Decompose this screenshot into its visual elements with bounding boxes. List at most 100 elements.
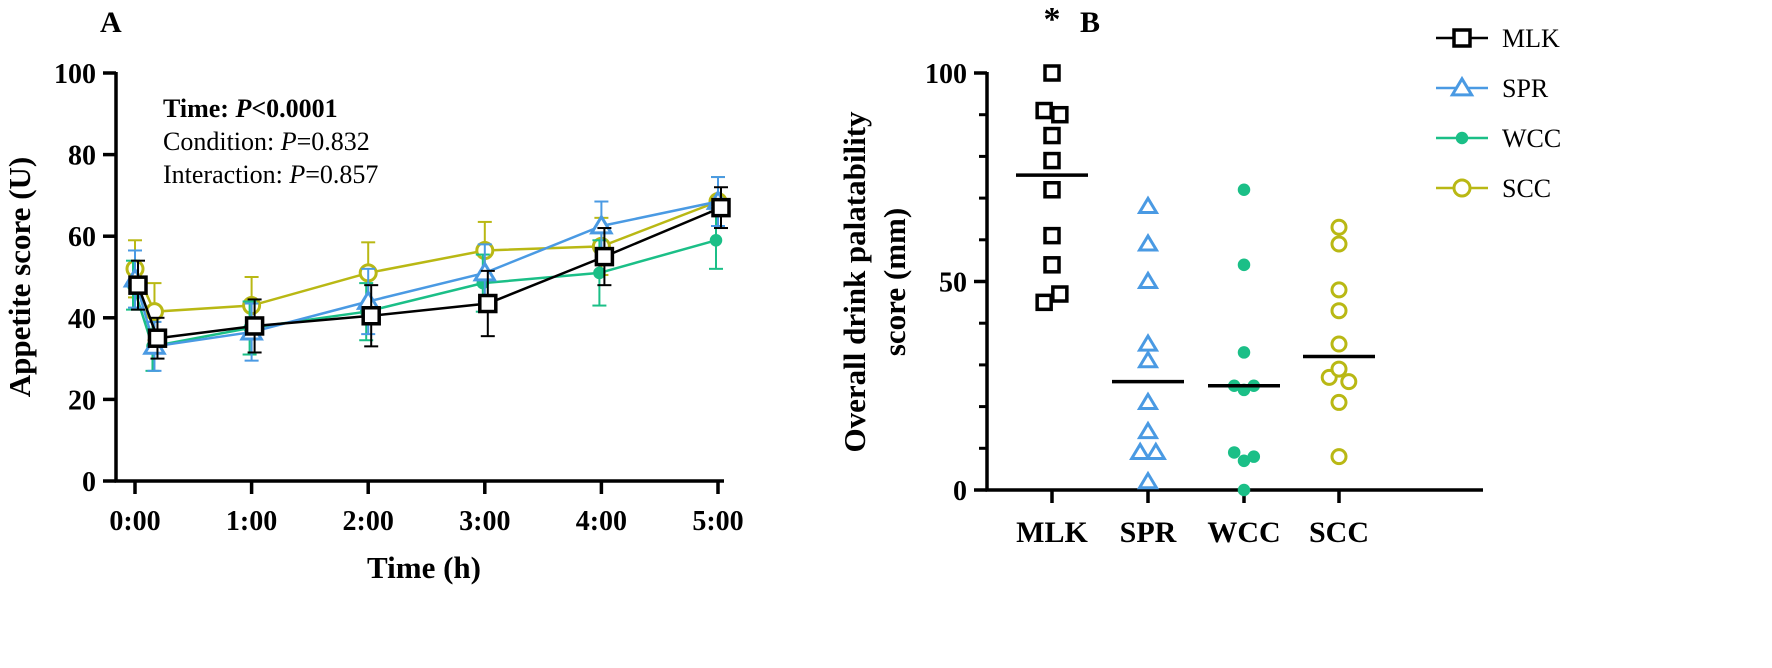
data-point-scc: [1330, 448, 1348, 466]
group-scc: [1303, 218, 1375, 466]
legend-marker-mlk: [1452, 28, 1472, 48]
data-point-wcc: [1237, 258, 1251, 272]
legend-item-spr: SPR: [1436, 74, 1549, 103]
data-point-mlk: [244, 316, 265, 336]
stats-annotation-lead: Interaction:: [163, 160, 289, 189]
stats-annotation-lead: Time:: [163, 94, 235, 123]
x-tick-label: SCC: [1309, 516, 1369, 549]
significance-star: *: [1044, 1, 1061, 38]
data-point-scc: [1330, 393, 1348, 411]
stats-annotation-lead: Condition:: [163, 127, 281, 156]
y-axis-title: Overall drink palatability: [837, 111, 872, 453]
stats-annotation-p: P: [288, 160, 305, 189]
legend-marker-scc: [1452, 178, 1472, 198]
series-line-scc: [133, 200, 719, 313]
data-point-spr: [1136, 349, 1160, 369]
stats-annotation-value: =0.832: [297, 127, 370, 156]
data-point-spr: [1136, 420, 1160, 440]
x-tick-label: 3:00: [459, 506, 510, 537]
data-point-mlk: [1043, 226, 1061, 245]
group-wcc: [1208, 183, 1280, 497]
data-point-spr: [1136, 270, 1160, 290]
x-tick-label: 4:00: [576, 506, 627, 537]
stats-annotation: Time: P<0.0001: [163, 94, 338, 123]
y-tick-label: 20: [68, 385, 96, 416]
data-point-scc: [1330, 302, 1348, 320]
panel-a-label: A: [100, 6, 122, 39]
y-tick-label: 80: [68, 141, 96, 172]
data-point-spr: [1144, 441, 1167, 461]
y-tick-label: 0: [82, 467, 96, 498]
appetite-line-chart: 0 20 40 60 80 100 0:00 1:00 2:00 3:00 4:00 5:00 Time…: [2, 59, 744, 585]
data-point-scc: [1340, 373, 1358, 391]
panel-b-label: B: [1080, 6, 1100, 39]
data-point-mlk: [1035, 293, 1053, 312]
legend-marker-spr: [1449, 75, 1475, 97]
x-tick-label: 0:00: [109, 506, 160, 537]
y-tick-label: 100: [54, 59, 96, 90]
legend-item-wcc: WCC: [1436, 124, 1561, 153]
data-point-wcc: [1237, 346, 1251, 359]
stats-annotation-value: <0.0001: [251, 94, 337, 123]
y-tick-label: 60: [68, 222, 96, 253]
y-tick-label: 0: [953, 476, 967, 507]
x-tick-label: 5:00: [692, 506, 743, 537]
y-tick-label: 40: [68, 304, 96, 335]
stats-annotation-p: P: [234, 94, 252, 123]
legend-label: SCC: [1502, 174, 1551, 203]
group-mlk: [1016, 64, 1088, 312]
legend-marker-wcc: [1455, 131, 1469, 145]
data-point-wcc: [1237, 183, 1251, 197]
series-spr: [122, 176, 731, 372]
data-point-spr: [1136, 333, 1160, 352]
data-point-mlk: [147, 328, 168, 348]
stats-annotation-value: =0.857: [305, 160, 378, 189]
data-point-mlk: [1043, 126, 1061, 145]
data-point-scc: [1330, 281, 1348, 299]
data-point-spr: [1136, 233, 1160, 252]
group-spr: [1112, 195, 1184, 490]
legend-label: MLK: [1502, 24, 1560, 53]
data-point-mlk: [1043, 64, 1061, 82]
legend-item-scc: SCC: [1436, 174, 1551, 203]
y-tick-label: 50: [939, 268, 967, 299]
palatability-scatter-chart: 0 50 100 MLK SPR WCC SCC Overall drink palatabi…: [837, 1, 1483, 549]
data-point-scc: [1330, 360, 1348, 378]
data-point-mlk: [1051, 105, 1069, 124]
data-point-mlk: [1043, 181, 1061, 199]
y-axis-title: score (mm): [877, 208, 912, 356]
data-point-scc: [1330, 335, 1348, 353]
series-scc: [125, 176, 728, 342]
data-point-scc: [1330, 235, 1348, 253]
y-axis-title: Appetite score (U): [2, 157, 37, 397]
x-tick-label: SPR: [1120, 516, 1177, 549]
data-point-mlk: [711, 197, 731, 218]
data-point-mlk: [1043, 256, 1061, 274]
legend-label: WCC: [1502, 124, 1561, 153]
x-tick-label: 1:00: [226, 506, 277, 537]
y-tick-label: 100: [925, 59, 967, 90]
stats-annotation-p: P: [280, 127, 297, 156]
data-point-wcc: [1227, 446, 1241, 459]
stats-annotation: Condition: P=0.832: [163, 127, 370, 156]
legend: MLK SPR WCC SCC: [1436, 24, 1561, 203]
data-point-mlk: [1043, 151, 1061, 170]
series-wcc: [126, 210, 723, 372]
data-point-scc: [1330, 218, 1348, 236]
data-point-spr: [1136, 470, 1160, 490]
data-point-mlk: [1035, 101, 1053, 120]
legend-item-mlk: MLK: [1436, 24, 1560, 53]
x-tick-label: WCC: [1207, 516, 1280, 549]
x-tick-label: MLK: [1016, 516, 1088, 549]
data-point-wcc: [1237, 483, 1251, 497]
series-mlk: [128, 186, 731, 360]
data-point-wcc: [1247, 450, 1261, 463]
data-point-spr: [1136, 391, 1160, 410]
x-tick-label: 2:00: [343, 506, 394, 537]
data-point-mlk: [1051, 285, 1069, 303]
x-axis-title: Time (h): [367, 550, 481, 585]
data-point-spr: [1129, 441, 1152, 461]
data-point-mlk: [478, 293, 498, 314]
stats-annotation: Interaction: P=0.857: [163, 160, 378, 189]
